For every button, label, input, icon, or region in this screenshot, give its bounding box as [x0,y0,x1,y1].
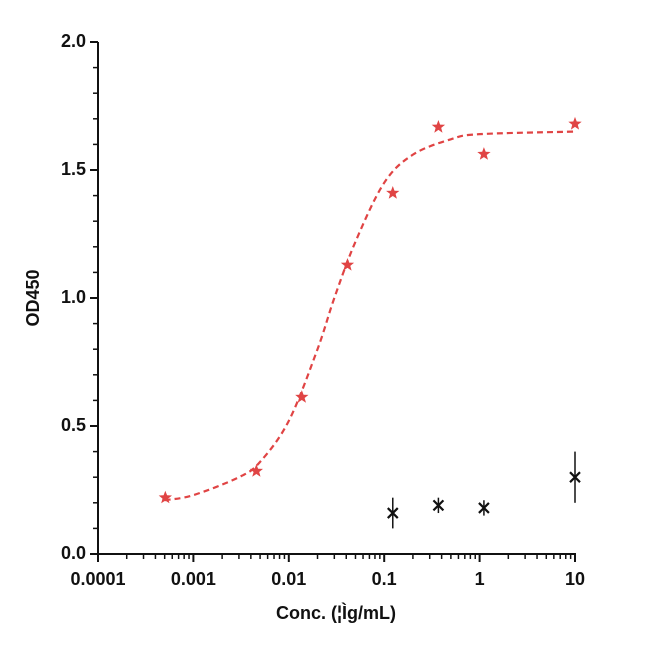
x-tick-label: 0.001 [171,569,216,589]
y-tick-label: 0.0 [61,543,86,563]
point [386,507,399,519]
x-axis-label: Conc. (¦Ìg/mL) [276,602,396,623]
point [431,120,446,133]
y-tick-label: 1.0 [61,287,86,307]
point [568,116,582,130]
y-tick-label: 0.5 [61,415,86,435]
x-tick-label: 10 [565,569,585,589]
point [386,186,400,199]
y-axis-label: OD450 [23,269,43,326]
y-tick-label: 2.0 [61,31,86,51]
x-tick-label: 1 [475,569,485,589]
point [295,390,309,403]
fit-line [164,130,576,502]
x-tick-label: 0.0001 [70,569,125,589]
y-tick-label: 1.5 [61,159,86,179]
point [432,499,445,512]
x-tick-label: 0.01 [271,569,306,589]
point [477,147,491,160]
x-tick-label: 0.1 [372,569,397,589]
point [478,502,490,514]
point [158,490,172,504]
point [249,464,263,477]
point [569,471,581,483]
